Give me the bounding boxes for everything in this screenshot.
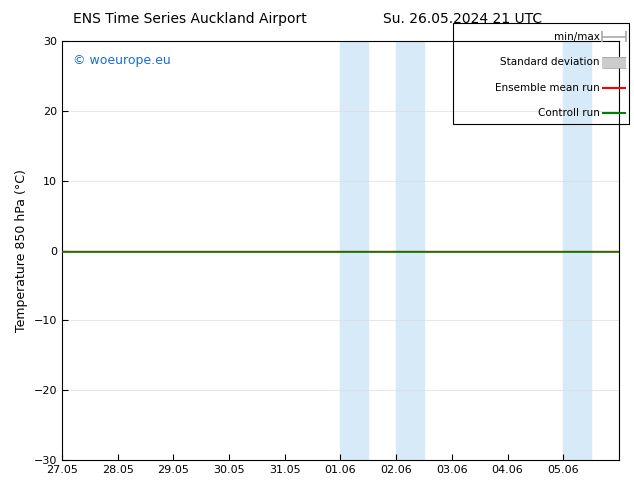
- Bar: [619, 41, 634, 460]
- Bar: [396, 41, 424, 460]
- Text: Su. 26.05.2024 21 UTC: Su. 26.05.2024 21 UTC: [384, 12, 542, 26]
- Y-axis label: Temperature 850 hPa (°C): Temperature 850 hPa (°C): [15, 169, 28, 332]
- Text: © woeurope.eu: © woeurope.eu: [73, 53, 171, 67]
- Bar: [340, 41, 368, 460]
- Text: Standard deviation: Standard deviation: [500, 57, 600, 67]
- Text: ENS Time Series Auckland Airport: ENS Time Series Auckland Airport: [74, 12, 307, 26]
- Bar: [563, 41, 591, 460]
- Text: Controll run: Controll run: [538, 108, 600, 118]
- Text: Ensemble mean run: Ensemble mean run: [495, 83, 600, 93]
- Text: min/max: min/max: [554, 32, 600, 42]
